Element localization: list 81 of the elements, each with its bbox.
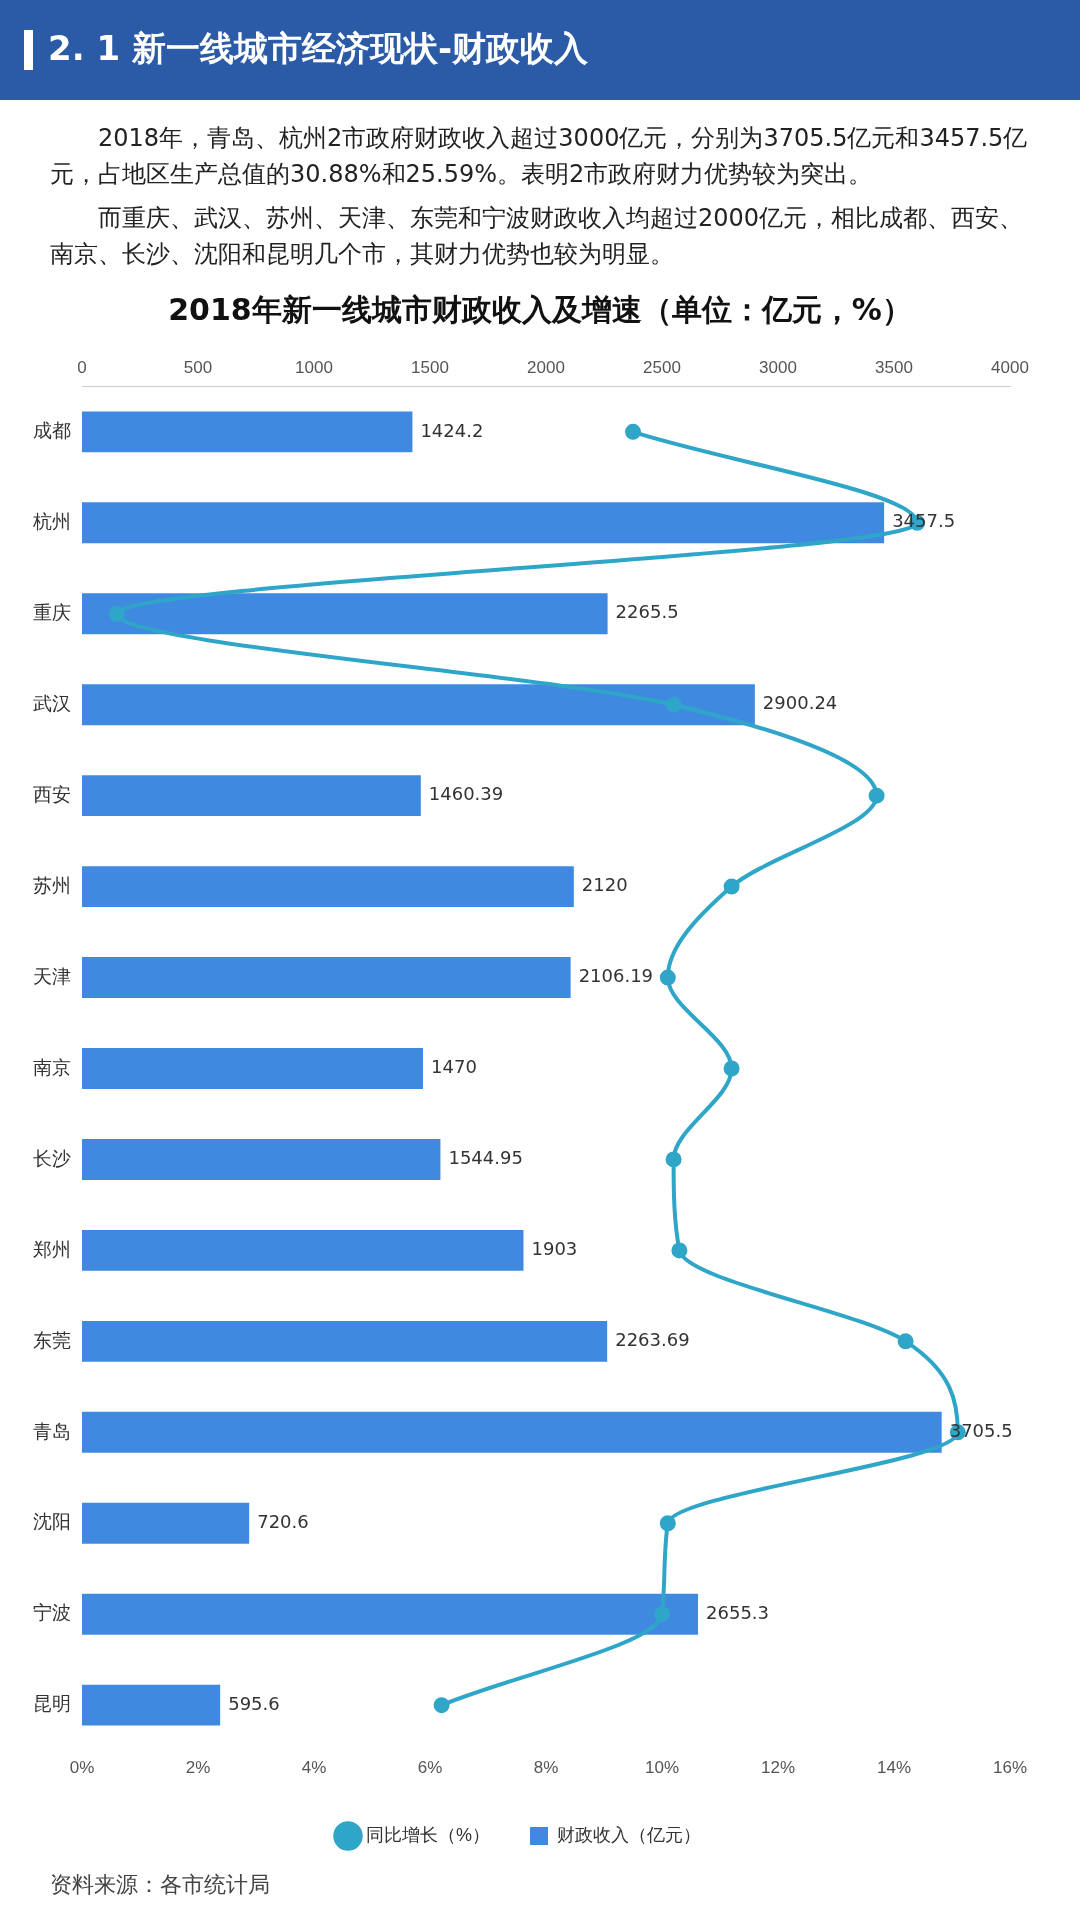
- y-tick-label: 宁波: [33, 1602, 71, 1624]
- data-label: 1470: [431, 1056, 477, 1078]
- bar: [82, 957, 571, 999]
- bar: [82, 1138, 441, 1180]
- x2-tick-label: 6%: [417, 1758, 443, 1778]
- y-tick-label: 昆明: [33, 1693, 71, 1715]
- data-label: 595.6: [228, 1692, 280, 1714]
- bar: [82, 1320, 608, 1362]
- point: [897, 1333, 914, 1350]
- bar: [82, 1048, 424, 1089]
- x2-tick-label: 16%: [992, 1758, 1028, 1778]
- data-label: 2655.3: [706, 1601, 770, 1623]
- x-tick-label: 500: [183, 357, 213, 377]
- x2-tick-label: 14%: [876, 1758, 912, 1778]
- data-label: 1903: [531, 1238, 578, 1260]
- x2-tick-label: 8%: [533, 1758, 559, 1778]
- data-label: 2900.24: [762, 692, 838, 714]
- bar: [82, 775, 421, 817]
- legend-label: 同比增长（%）: [366, 1824, 491, 1845]
- x-tick-label: 4000: [991, 357, 1029, 377]
- y-tick-label: 武汉: [33, 692, 71, 714]
- x2-tick-label: 2%: [185, 1758, 211, 1778]
- data-label: 1460.39: [428, 783, 504, 805]
- y-tick-label: 天津: [33, 965, 71, 987]
- data-label: 2106.19: [578, 965, 654, 987]
- bar: [82, 1684, 221, 1726]
- data-label: 2265.5: [615, 601, 679, 623]
- point: [723, 1060, 740, 1077]
- y-tick-label: 西安: [33, 783, 71, 805]
- bar: [82, 1593, 699, 1635]
- text: 而重庆、武汉、苏州、天津、东莞和宁波财政收入均超过2000亿元，相比成都、西安、南京、长沙、沈阳和昆明几个市，其财力优势也较为明显。: [50, 203, 1025, 270]
- data-label: 2263.69: [615, 1329, 690, 1351]
- point: [625, 423, 641, 440]
- point: [671, 1242, 688, 1259]
- x-tick-label: 2500: [643, 357, 681, 377]
- y-tick-label: 南京: [33, 1056, 71, 1078]
- bar: [82, 866, 574, 908]
- x-tick-label: 1500: [411, 357, 449, 377]
- y-tick-label: 青岛: [33, 1420, 71, 1442]
- y-tick-label: 苏州: [33, 874, 71, 896]
- point: [665, 696, 682, 713]
- x-tick-label: 3500: [875, 357, 913, 377]
- point: [654, 1606, 670, 1623]
- text: 资料来源：各市统计局: [50, 1871, 270, 1899]
- data-label: 2120: [581, 874, 628, 896]
- x2-tick-label: 10%: [644, 1758, 680, 1778]
- data-label: 720.6: [257, 1510, 309, 1532]
- bar: [82, 593, 608, 635]
- bar: [82, 1411, 942, 1453]
- y-tick-label: 成都: [33, 420, 71, 442]
- legend-label: 财政收入（亿元）: [557, 1824, 701, 1845]
- point: [659, 969, 676, 986]
- point: [723, 878, 740, 895]
- data-label: 1424.2: [420, 419, 484, 441]
- point: [659, 1515, 676, 1532]
- y-tick-label: 沈阳: [33, 1511, 71, 1533]
- y-tick-label: 东莞: [33, 1329, 71, 1351]
- point: [433, 1697, 450, 1714]
- y-tick-label: 杭州: [32, 511, 71, 533]
- x-tick-label: 3000: [759, 357, 797, 377]
- x2-tick-label: 12%: [760, 1758, 796, 1778]
- text: 2. 1 新一线城市经济现状-财政收入: [48, 27, 589, 70]
- x-tick-label: 0: [77, 357, 87, 377]
- bar: [82, 1502, 250, 1544]
- bar: [82, 684, 755, 726]
- bar: [82, 411, 413, 453]
- y-tick-label: 长沙: [33, 1147, 71, 1169]
- point: [108, 605, 125, 622]
- bar: [82, 502, 885, 544]
- y-tick-label: 郑州: [33, 1238, 71, 1260]
- bar: [82, 1229, 524, 1271]
- y-tick-label: 重庆: [33, 602, 71, 623]
- data-label: 1544.95: [448, 1147, 523, 1169]
- point: [868, 787, 885, 804]
- text: 2018年，青岛、杭州2市政府财政收入超过3000亿元，分别为3705.5亿元和3457.5亿元，占地区生产总值的30.88%和25.59%。表明2市政府财力优势较为突出。: [50, 123, 1029, 190]
- x2-tick-label: 4%: [301, 1758, 327, 1778]
- x2-tick-label: 0%: [69, 1758, 95, 1778]
- x-tick-label: 1000: [295, 357, 333, 377]
- chart-title: 2018年新一线城市财政收入及增速（单位：亿元，%）: [167, 291, 913, 329]
- x-tick-label: 2000: [527, 357, 565, 377]
- point: [665, 1151, 682, 1168]
